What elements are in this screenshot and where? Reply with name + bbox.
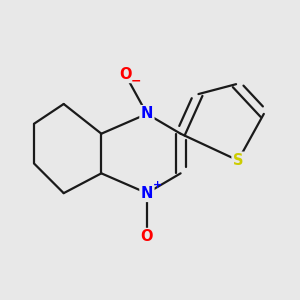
Text: +: + <box>153 180 163 190</box>
Text: −: − <box>131 74 141 87</box>
Text: O: O <box>141 229 153 244</box>
Text: N: N <box>141 186 153 201</box>
Text: S: S <box>233 153 243 168</box>
Text: N: N <box>141 106 153 122</box>
Text: O: O <box>119 67 131 82</box>
